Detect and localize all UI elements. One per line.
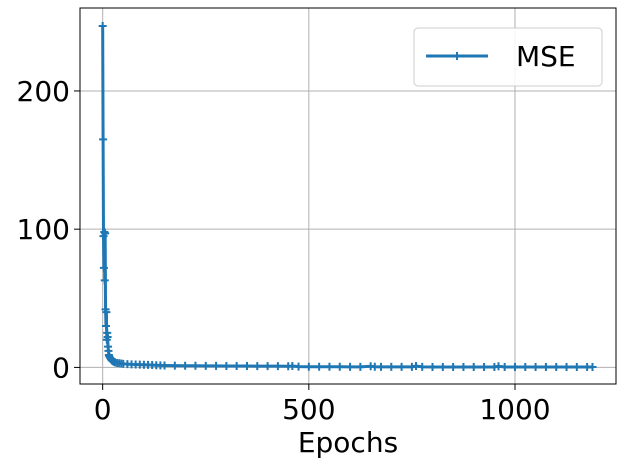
data-point (531, 362, 540, 371)
data-point (449, 362, 458, 371)
data-point (480, 362, 489, 371)
legend-marker (453, 52, 461, 60)
data-point (588, 362, 597, 371)
data-point (376, 362, 385, 371)
y-tick-label: 200 (17, 75, 70, 108)
data-point (99, 135, 108, 144)
legend-box (413, 27, 603, 87)
data-point (201, 361, 210, 370)
data-point (232, 362, 241, 371)
data-point (438, 362, 447, 371)
series-layer (98, 21, 597, 371)
data-point (428, 362, 437, 371)
data-point (459, 362, 468, 371)
data-point (253, 362, 262, 371)
legend-marker-plus (453, 52, 461, 60)
data-point (572, 362, 581, 371)
y-tick-label: 0 (52, 351, 70, 384)
data-point (418, 362, 427, 371)
data-point (562, 362, 571, 371)
data-point (263, 362, 272, 371)
data-point (356, 362, 365, 371)
x-tick-label: 0 (94, 393, 112, 426)
data-point (160, 361, 169, 370)
data-point (387, 362, 396, 371)
data-point (273, 362, 282, 371)
data-point (100, 276, 109, 285)
data-point (500, 362, 509, 371)
data-point (222, 362, 231, 371)
data-point (469, 362, 478, 371)
data-point (294, 362, 303, 371)
y-tick-label: 100 (17, 213, 70, 246)
data-point (103, 333, 112, 341)
data-point (212, 361, 221, 370)
plot-frame (79, 7, 617, 385)
data-point (101, 321, 110, 330)
data-point (552, 362, 561, 371)
data-point (521, 362, 530, 371)
data-point (315, 362, 324, 371)
data-point (99, 263, 108, 272)
x-tick-label: 1000 (479, 393, 550, 426)
x-tick-label: 500 (282, 393, 335, 426)
data-point (304, 362, 313, 371)
data-point (397, 362, 406, 371)
data-point (510, 362, 519, 371)
data-point (191, 361, 200, 370)
legend-label-mse: MSE (516, 40, 576, 73)
data-point (541, 362, 550, 371)
x-axis-label: Epochs (298, 426, 398, 459)
data-point (101, 229, 110, 238)
legend: MSE (413, 27, 603, 87)
data-point (335, 362, 344, 371)
ticks: 0 500 1000 0 100 200 (17, 75, 551, 426)
data-point (325, 362, 334, 371)
data-point (181, 361, 190, 370)
data-point (346, 362, 355, 371)
data-point (242, 362, 251, 371)
data-point (170, 361, 179, 370)
data-point (102, 308, 111, 317)
data-point (98, 21, 107, 30)
